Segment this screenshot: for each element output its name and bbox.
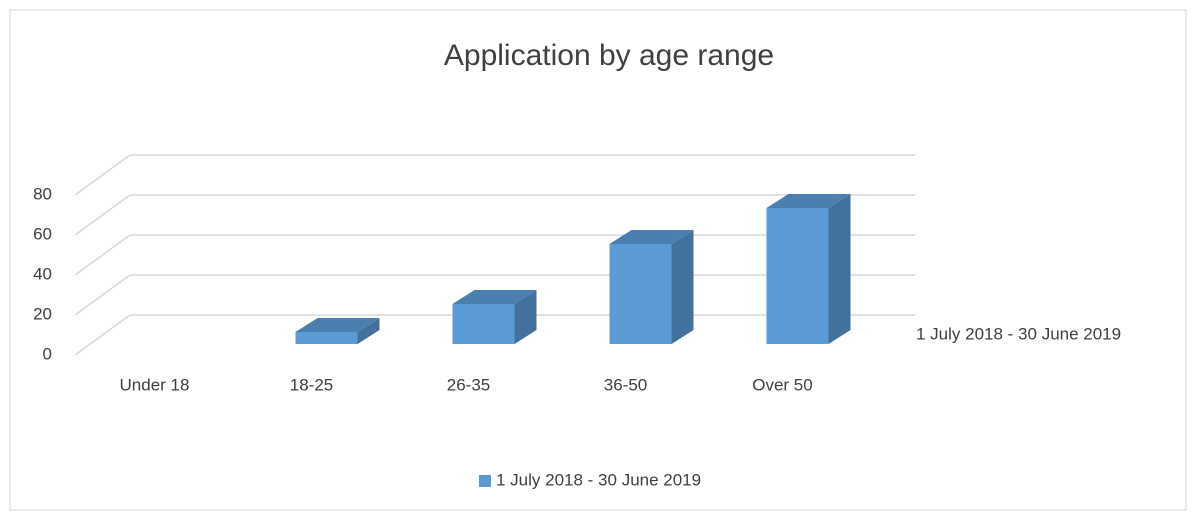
chart-border — [9, 9, 1187, 511]
x-tick-label: 36-50 — [604, 375, 647, 394]
grid-line — [74, 154, 915, 196]
x-tick-label: 26-35 — [447, 375, 490, 394]
bar-front — [452, 304, 515, 344]
y-tick-label: 0 — [43, 344, 52, 363]
bar-top — [766, 194, 851, 208]
bar — [609, 230, 694, 344]
y-tick-label: 80 — [33, 184, 52, 203]
y-tick-label: 40 — [33, 264, 52, 283]
bar-front — [295, 332, 358, 344]
bar-top — [452, 290, 537, 304]
x-tick-label: Under 18 — [120, 375, 190, 394]
chart-title: Application by age range — [444, 39, 774, 72]
grid-line — [74, 194, 915, 236]
depth-axis-label: 1 July 2018 - 30 June 2019 — [916, 324, 1121, 343]
bar — [452, 290, 537, 344]
bar-front — [766, 208, 829, 344]
x-tick-label: Over 50 — [752, 375, 812, 394]
bar-side — [514, 290, 537, 344]
bar-top — [609, 230, 694, 244]
legend-label: 1 July 2018 - 30 June 2019 — [496, 470, 701, 489]
bar — [295, 318, 380, 344]
bar-side — [671, 230, 694, 344]
bar-side — [357, 318, 380, 344]
bar-front — [609, 244, 672, 344]
bar-top — [295, 318, 380, 332]
bar — [766, 194, 851, 344]
y-tick-label: 60 — [33, 224, 52, 243]
y-tick-label: 20 — [33, 304, 52, 323]
bar-side — [828, 194, 851, 344]
legend-swatch — [479, 475, 491, 487]
x-tick-label: 18-25 — [290, 375, 333, 394]
